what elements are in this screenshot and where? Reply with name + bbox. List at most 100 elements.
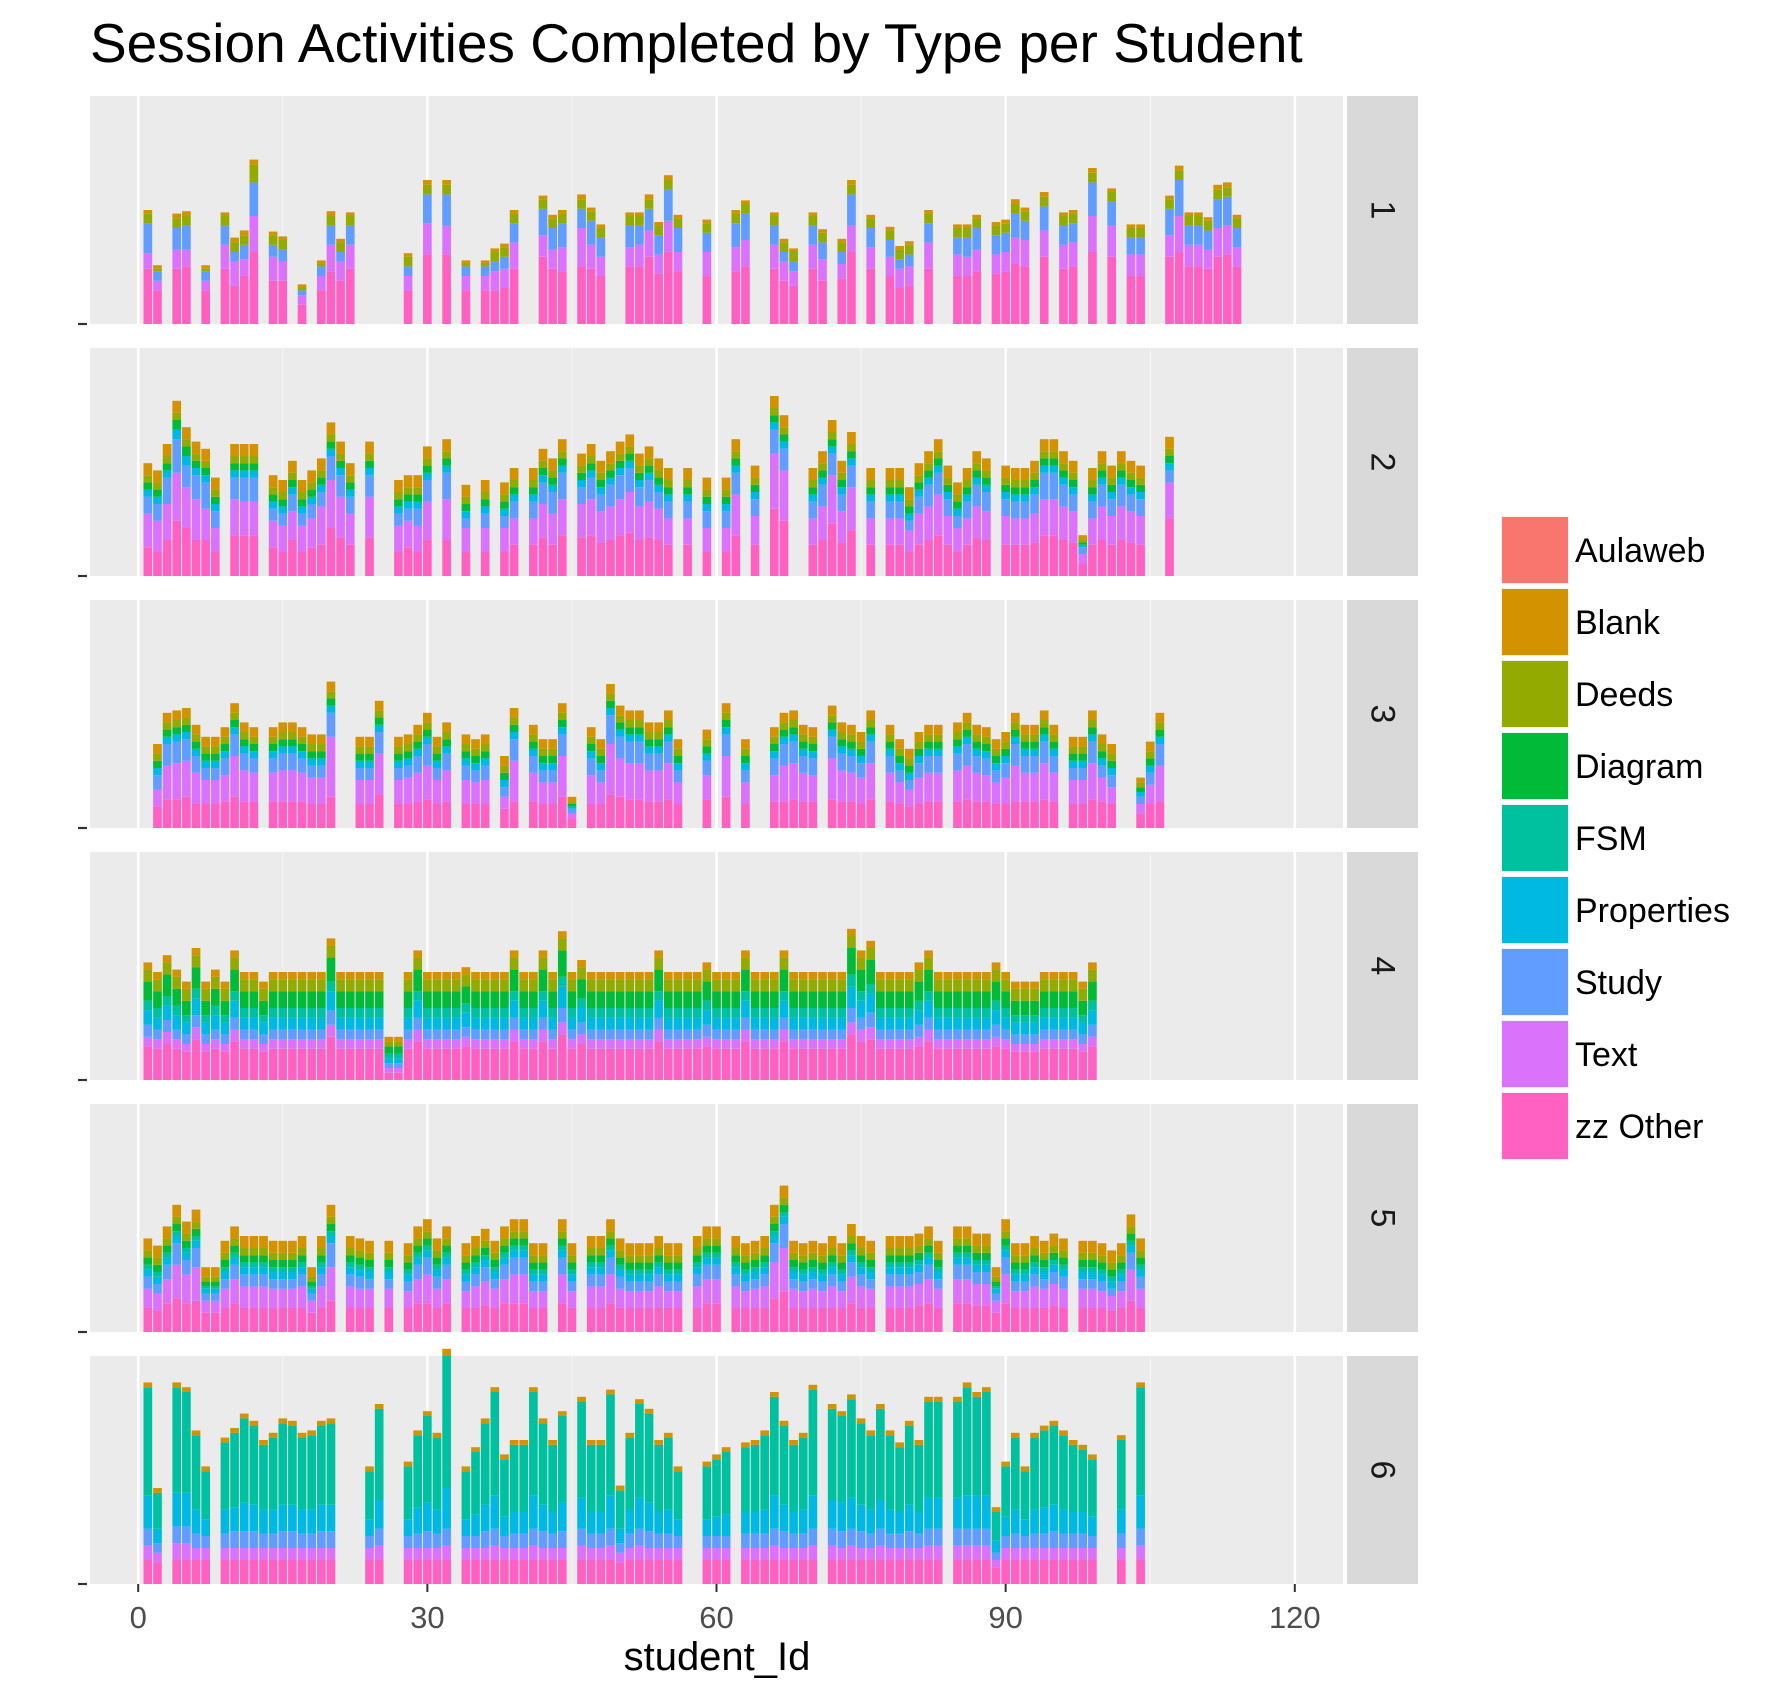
bar-segment	[461, 264, 471, 267]
bar-segment	[654, 957, 664, 970]
bar-segment	[904, 1274, 914, 1287]
bar-segment	[1049, 979, 1059, 992]
bar-segment	[365, 475, 374, 497]
bar-segment	[1039, 1279, 1049, 1289]
bar-segment	[143, 1036, 153, 1047]
bar-segment	[895, 1560, 904, 1584]
bar-segment	[1059, 1435, 1068, 1510]
bar-segment	[673, 1269, 683, 1275]
legend-key	[1502, 661, 1568, 727]
bar-segment	[808, 1017, 818, 1030]
bar-segment	[769, 1224, 779, 1232]
bar-segment	[866, 1027, 876, 1040]
bar-segment	[1068, 1444, 1078, 1512]
bar-student-69	[798, 1432, 808, 1584]
bar-segment	[962, 494, 972, 502]
bar-segment	[182, 739, 191, 761]
bar-student-44	[557, 210, 567, 324]
bar-student-15	[278, 972, 288, 1080]
bar-segment	[1165, 470, 1174, 483]
bar-student-54	[654, 222, 664, 324]
bar-segment	[172, 1224, 182, 1232]
bar-segment	[374, 979, 384, 992]
bar-student-104	[1136, 224, 1145, 324]
bar-segment	[210, 528, 220, 552]
bar-segment	[413, 1000, 423, 1018]
bar-segment	[760, 1029, 770, 1040]
bar-segment	[741, 804, 750, 828]
bar-segment	[1145, 784, 1155, 804]
bar-segment	[326, 1423, 336, 1505]
bar-segment	[962, 237, 972, 257]
bar-segment	[827, 1545, 837, 1560]
bar-segment	[1136, 1276, 1145, 1289]
bar-student-34	[461, 734, 471, 828]
bar-segment	[143, 1382, 153, 1388]
bar-segment	[307, 991, 317, 1008]
bar-segment	[972, 484, 982, 507]
bar-segment	[480, 991, 490, 1008]
bar-segment	[230, 1226, 239, 1239]
bar-segment	[933, 1545, 943, 1560]
bar-segment	[702, 1046, 712, 1080]
bar-student-110	[1194, 212, 1203, 324]
bar-segment	[827, 722, 837, 730]
bar-segment	[769, 1236, 779, 1244]
bar-segment	[509, 732, 519, 740]
bar-segment	[153, 482, 162, 490]
bar-segment	[750, 1288, 760, 1308]
bar-segment	[1039, 256, 1049, 324]
bar-segment	[596, 756, 606, 764]
bar-segment	[538, 460, 548, 468]
bar-segment	[1165, 456, 1174, 464]
bar-segment	[635, 727, 644, 735]
bar-segment	[1107, 1250, 1117, 1263]
bar-student-85	[953, 1396, 962, 1584]
bar-segment	[721, 1548, 731, 1560]
bar-segment	[953, 753, 962, 771]
bar-segment	[596, 256, 606, 276]
bar-segment	[789, 799, 798, 828]
bar-segment	[1116, 470, 1126, 478]
bar-segment	[278, 746, 288, 754]
bar-segment	[692, 1255, 702, 1263]
bar-student-43	[548, 739, 557, 828]
bar-student-22	[345, 463, 355, 576]
bar-segment	[885, 1236, 895, 1248]
bar-student-31	[432, 972, 442, 1080]
bar-student-57	[683, 468, 692, 576]
bar-student-81	[914, 463, 924, 576]
bar-segment	[933, 465, 943, 473]
bar-segment	[1213, 189, 1223, 200]
bar-student-4	[172, 710, 182, 828]
bar-segment	[1068, 213, 1078, 224]
bar-segment	[827, 1048, 837, 1080]
bar-student-73	[837, 722, 847, 828]
bar-segment	[702, 1279, 712, 1304]
facet-panel-3: 3	[78, 600, 1418, 830]
bar-segment	[1010, 501, 1020, 519]
bar-segment	[220, 1288, 230, 1308]
bar-segment	[509, 1238, 519, 1246]
bar-segment	[1088, 1260, 1097, 1268]
bar-segment	[953, 1303, 962, 1332]
bar-student-78	[885, 1236, 895, 1332]
legend-key	[1502, 517, 1568, 583]
bar-segment	[779, 1224, 789, 1248]
bar-segment	[143, 1528, 153, 1546]
bar-segment	[153, 496, 162, 504]
bar-segment	[490, 271, 500, 291]
bar-segment	[249, 1274, 259, 1287]
bar-segment	[432, 1008, 442, 1018]
bar-segment	[557, 458, 567, 466]
bar-segment	[827, 1039, 837, 1049]
bar-segment	[480, 751, 490, 759]
bar-segment	[210, 552, 220, 576]
bar-segment	[1126, 1245, 1136, 1253]
bar-segment	[442, 1017, 451, 1030]
bar-segment	[644, 501, 654, 538]
bar-segment	[1078, 1034, 1088, 1044]
bar-segment	[153, 504, 162, 521]
bar-segment	[808, 487, 818, 495]
bar-segment	[721, 1536, 731, 1548]
